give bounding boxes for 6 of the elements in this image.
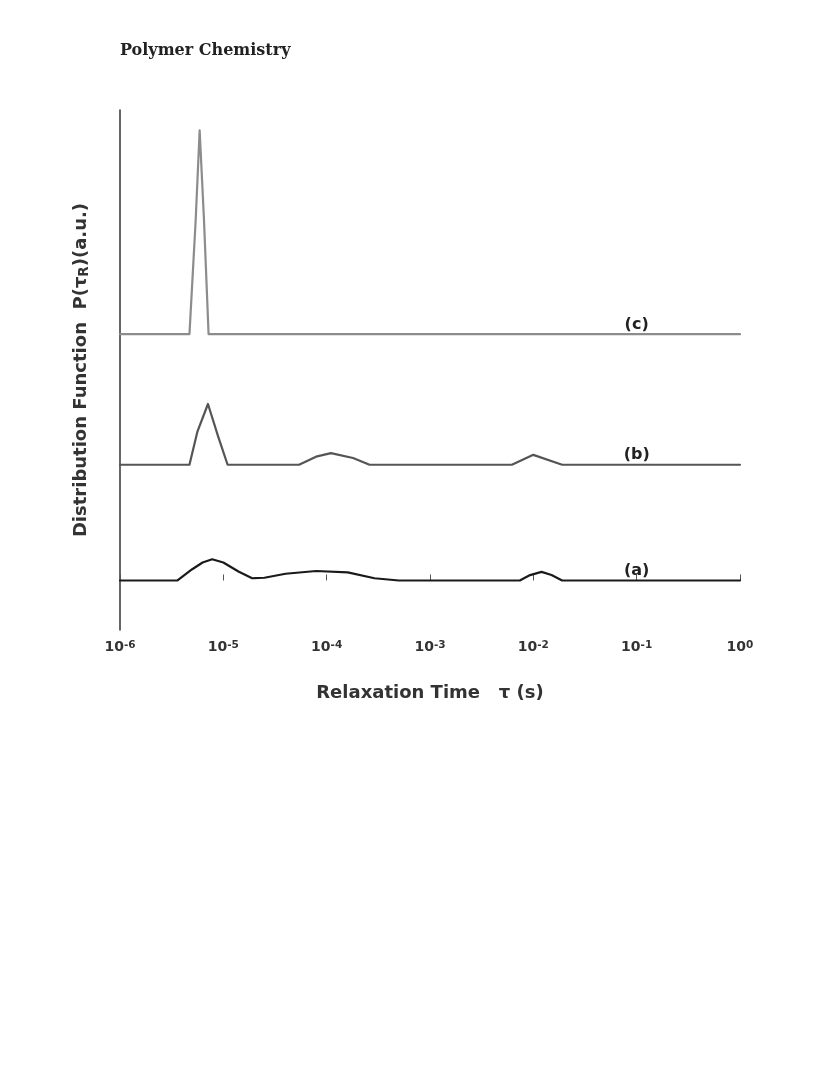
series-label: (c) <box>624 313 649 333</box>
y-axis-title: Distribution Function P(τR)(a.u.) <box>68 202 91 538</box>
series-label: (b) <box>623 444 650 464</box>
text: Polymer Chemistry <box>120 40 291 59</box>
x-axis-title: Relaxation Time τ (s) <box>316 680 544 702</box>
series-label: (a) <box>623 559 650 579</box>
